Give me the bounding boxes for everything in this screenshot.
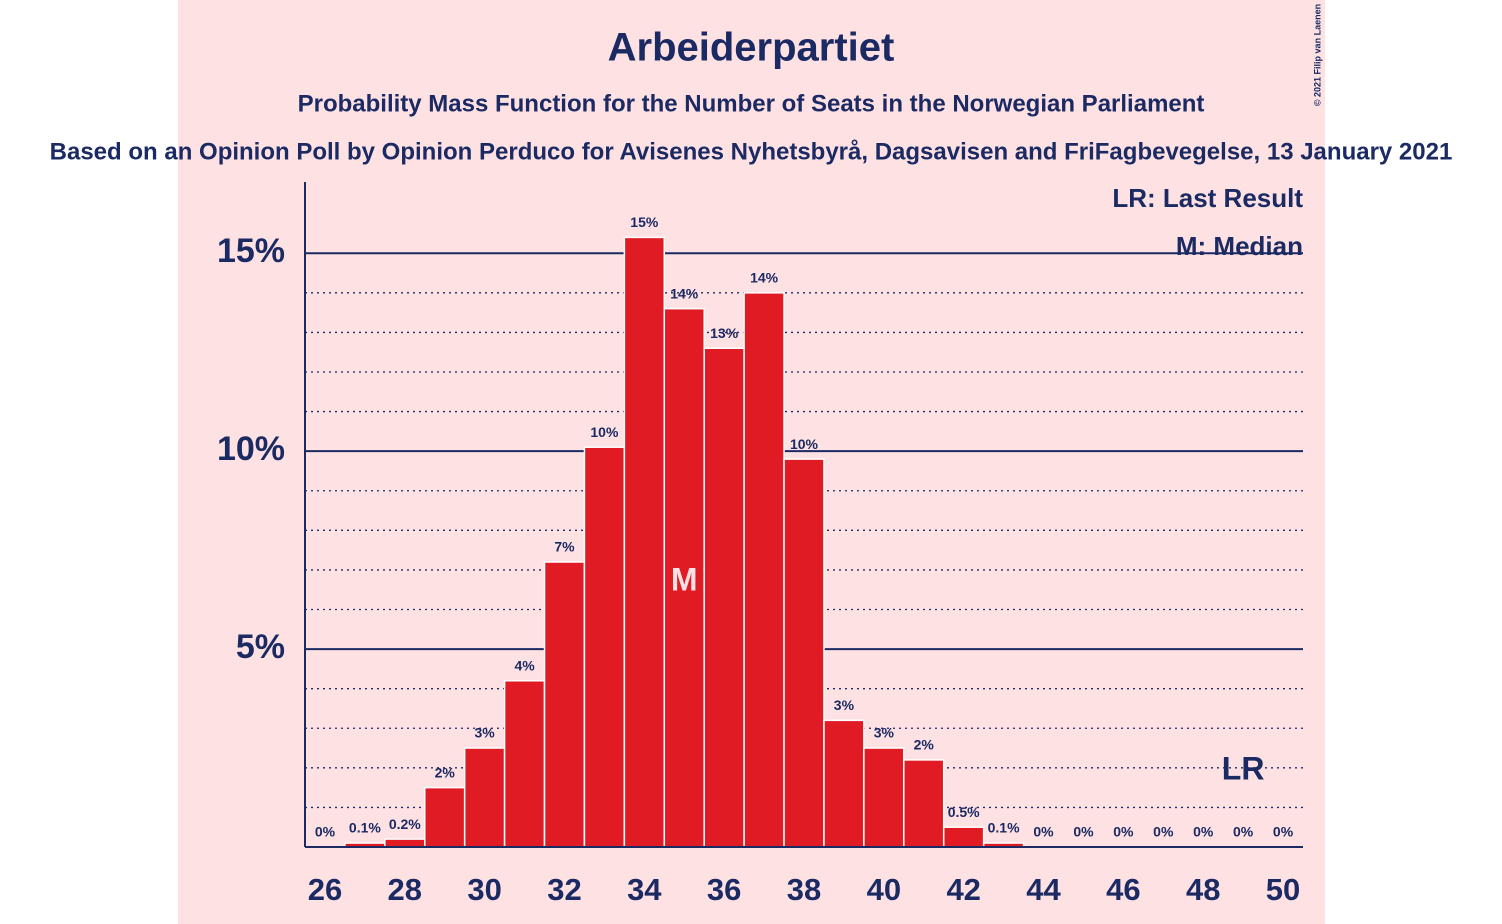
legend-entry: LR: Last Result bbox=[1112, 183, 1303, 213]
bar bbox=[743, 292, 785, 848]
value-label: 0% bbox=[1193, 824, 1214, 840]
x-tick-label: 26 bbox=[308, 872, 342, 907]
bar bbox=[543, 561, 586, 848]
value-label: 15% bbox=[630, 214, 659, 230]
value-label: 10% bbox=[590, 424, 619, 440]
value-label: 3% bbox=[475, 725, 496, 741]
x-tick-label: 34 bbox=[627, 872, 662, 907]
value-label: 0% bbox=[1113, 824, 1134, 840]
x-tick-label: 36 bbox=[707, 872, 741, 907]
copyright: © 2021 Filip van Laenen bbox=[1312, 4, 1322, 106]
bar bbox=[503, 680, 546, 848]
bar bbox=[463, 747, 506, 848]
x-tick-label: 38 bbox=[787, 872, 821, 907]
value-label: 7% bbox=[554, 539, 575, 555]
value-label: 0.1% bbox=[349, 820, 381, 836]
bar bbox=[903, 759, 945, 848]
value-label: 0% bbox=[1033, 824, 1054, 840]
x-tick-label: 40 bbox=[867, 872, 901, 907]
value-label: 0% bbox=[315, 824, 336, 840]
x-tick-label: 46 bbox=[1106, 872, 1140, 907]
x-tick-label: 48 bbox=[1186, 872, 1220, 907]
x-tick-label: 42 bbox=[946, 872, 980, 907]
chart-subtitle: Probability Mass Function for the Number… bbox=[298, 90, 1205, 117]
x-tick-label: 30 bbox=[467, 872, 501, 907]
x-tick-label: 50 bbox=[1266, 872, 1300, 907]
x-tick-label: 44 bbox=[1026, 872, 1061, 907]
bar bbox=[703, 347, 745, 848]
value-label: 2% bbox=[914, 737, 935, 753]
y-tick-label: 10% bbox=[217, 430, 285, 468]
y-tick-label: 5% bbox=[236, 628, 285, 666]
bar bbox=[424, 786, 466, 848]
bar bbox=[783, 458, 825, 848]
value-label: 2% bbox=[435, 764, 456, 780]
value-label: 0% bbox=[1073, 824, 1094, 840]
legend-entry: M: Median bbox=[1176, 231, 1303, 261]
bar bbox=[384, 838, 426, 848]
chart-title: Arbeiderpartiet bbox=[608, 26, 895, 70]
value-label: 4% bbox=[514, 657, 535, 673]
value-label: 14% bbox=[670, 285, 699, 301]
value-label: 14% bbox=[750, 270, 779, 286]
chart-source: Based on an Opinion Poll by Opinion Perd… bbox=[50, 138, 1453, 165]
bar bbox=[623, 236, 666, 848]
bar bbox=[583, 446, 626, 848]
x-tick-label: 32 bbox=[547, 872, 581, 907]
bar bbox=[823, 719, 865, 848]
y-tick-label: 15% bbox=[217, 232, 285, 270]
annotation: M bbox=[671, 561, 698, 597]
value-label: 3% bbox=[874, 725, 895, 741]
value-label: 13% bbox=[710, 325, 739, 341]
value-label: 3% bbox=[834, 697, 855, 713]
value-label: 0% bbox=[1233, 824, 1254, 840]
value-label: 10% bbox=[790, 436, 819, 452]
bar bbox=[942, 826, 985, 848]
value-label: 0% bbox=[1153, 824, 1174, 840]
annotation: LR bbox=[1222, 750, 1265, 786]
bar bbox=[863, 747, 905, 848]
value-label: 0% bbox=[1273, 824, 1294, 840]
bar bbox=[663, 307, 705, 848]
x-tick-label: 28 bbox=[388, 872, 422, 907]
value-label: 0.5% bbox=[948, 804, 980, 820]
value-label: 0.2% bbox=[389, 816, 421, 832]
value-label: 0.1% bbox=[988, 820, 1020, 836]
